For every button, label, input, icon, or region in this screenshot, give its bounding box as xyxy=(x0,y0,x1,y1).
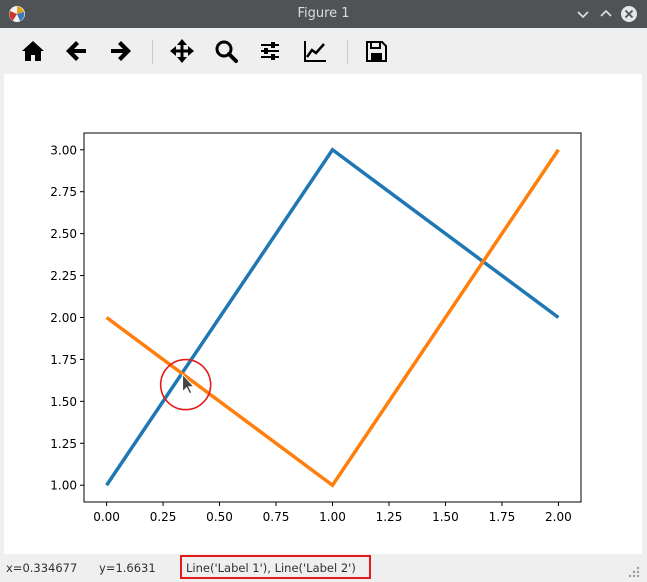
y-tick-label: 2.25 xyxy=(50,269,77,283)
y-tick-label: 2.50 xyxy=(50,227,77,241)
y-tick-label: 2.00 xyxy=(50,311,77,325)
x-tick-label: 1.50 xyxy=(432,510,459,524)
x-tick-label: 0.50 xyxy=(206,510,233,524)
y-tick-label: 1.00 xyxy=(50,479,77,493)
y-tick-label: 1.50 xyxy=(50,395,77,409)
figure-canvas[interactable]: 0.00 0.25 0.50 0.75 1.00 1.25 1.50 1.75 2.00 1.00… xyxy=(4,74,642,554)
status-highlight-box xyxy=(180,555,371,579)
move-icon xyxy=(170,39,194,63)
home-button[interactable] xyxy=(19,37,47,65)
x-tick-label: 0.75 xyxy=(263,510,290,524)
y-tick-label: 1.25 xyxy=(50,437,77,451)
save-icon xyxy=(366,41,387,62)
arrow-right-icon xyxy=(111,41,131,61)
forward-button[interactable] xyxy=(106,37,134,65)
y-tick-label: 3.00 xyxy=(50,143,77,157)
home-icon xyxy=(22,41,44,61)
window-titlebar: Figure 1 xyxy=(0,0,647,28)
app-icon xyxy=(9,6,25,22)
pan-button[interactable] xyxy=(168,37,196,65)
x-tick-label: 1.75 xyxy=(489,510,516,524)
highlight-circle xyxy=(159,358,212,411)
x-tick-label: 1.00 xyxy=(319,510,346,524)
mouse-cursor-icon xyxy=(182,373,195,395)
back-button[interactable] xyxy=(63,37,91,65)
save-button[interactable] xyxy=(362,37,390,65)
resize-grip-icon[interactable] xyxy=(626,564,642,580)
line-chart[interactable]: 0.00 0.25 0.50 0.75 1.00 1.25 1.50 1.75 2.00 1.00… xyxy=(4,74,642,554)
y-tick-label: 2.75 xyxy=(50,185,77,199)
close-icon[interactable] xyxy=(620,5,638,23)
axes-frame xyxy=(83,132,582,503)
cursor-x-readout: x=0.334677 xyxy=(6,561,78,575)
hovered-artists-readout: Line('Label 1'), Line('Label 2') xyxy=(186,561,356,575)
line-chart-icon xyxy=(304,41,326,62)
x-tick-label: 0.25 xyxy=(150,510,177,524)
chevron-up-icon[interactable] xyxy=(597,5,615,23)
window-title: Figure 1 xyxy=(297,6,350,21)
search-icon xyxy=(215,40,238,63)
x-tick-label: 2.00 xyxy=(545,510,572,524)
series-line-1 xyxy=(105,147,560,487)
sliders-icon xyxy=(261,42,279,60)
zoom-button[interactable] xyxy=(212,37,240,65)
y-tick-label: 1.75 xyxy=(50,353,77,367)
configure-subplots-button[interactable] xyxy=(256,37,284,65)
x-tick-label: 0.00 xyxy=(93,510,120,524)
edit-axis-button[interactable] xyxy=(301,37,329,65)
arrow-left-icon xyxy=(66,41,86,61)
cursor-y-readout: y=1.6631 xyxy=(99,561,156,575)
navigation-toolbar xyxy=(0,28,647,74)
chevron-down-icon[interactable] xyxy=(574,5,592,23)
toolbar-separator xyxy=(347,40,348,64)
x-tick-label: 1.25 xyxy=(376,510,403,524)
series-line-2 xyxy=(105,148,560,488)
toolbar-separator xyxy=(152,40,153,64)
